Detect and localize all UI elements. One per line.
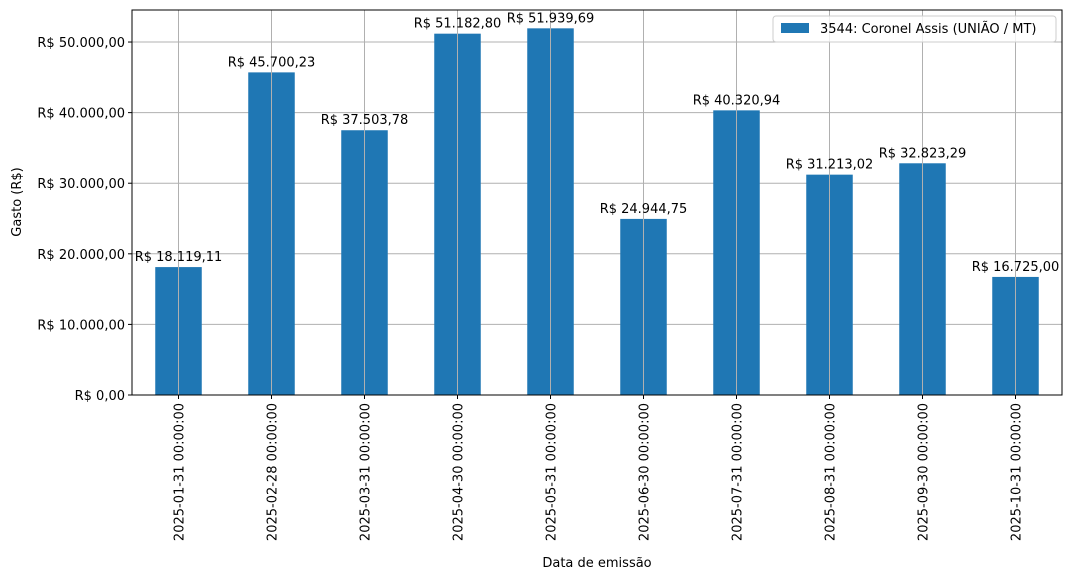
legend: 3544: Coronel Assis (UNIÃO / MT): [772, 15, 1057, 43]
data-label: R$ 51.939,69: [507, 11, 595, 26]
plot-frame: [131, 9, 1063, 396]
x-tick-label: 2025-05-31 00:00:00: [545, 403, 560, 541]
y-tick-label: R$ 20.000,00: [37, 248, 125, 263]
data-label: R$ 31.213,02: [786, 158, 874, 173]
x-tick-label: 2025-04-30 00:00:00: [452, 403, 467, 541]
data-label: R$ 40.320,94: [693, 93, 781, 108]
x-axis-label: Data de emissão: [542, 556, 651, 571]
legend-swatch: [781, 23, 809, 33]
x-tick-label: 2025-10-31 00:00:00: [1010, 403, 1025, 541]
data-labels: R$ 18.119,11 R$ 45.700,23 R$ 37.503,78 R$ 5…: [135, 11, 1060, 275]
x-tick-label: 2025-03-31 00:00:00: [359, 403, 374, 541]
data-label: R$ 24.944,75: [600, 202, 688, 217]
x-tick-label: 2025-01-31 00:00:00: [173, 403, 188, 541]
y-axis-label: Gasto (R$): [10, 167, 25, 236]
y-tick-label: R$ 0,00: [75, 389, 125, 404]
y-tick-label: R$ 10.000,00: [37, 318, 125, 333]
bars: [155, 10, 1039, 396]
x-tick-label: 2025-06-30 00:00:00: [638, 403, 653, 541]
x-tick-label: 2025-08-31 00:00:00: [824, 403, 839, 541]
y-tick-label: R$ 50.000,00: [37, 36, 125, 51]
y-tick-label: R$ 40.000,00: [37, 107, 125, 122]
data-label: R$ 51.182,80: [414, 17, 502, 32]
x-tick-label: 2025-02-28 00:00:00: [266, 403, 281, 541]
legend-label: 3544: Coronel Assis (UNIÃO / MT): [820, 21, 1037, 37]
x-axis: 2025-01-31 00:00:00 2025-02-28 00:00:00 20…: [173, 395, 1025, 541]
x-tick-label: 2025-09-30 00:00:00: [917, 403, 932, 541]
data-label: R$ 37.503,78: [321, 113, 409, 128]
data-label: R$ 32.823,29: [879, 146, 967, 161]
data-label: R$ 16.725,00: [972, 260, 1060, 275]
data-label: R$ 45.700,23: [228, 55, 316, 70]
y-tick-label: R$ 30.000,00: [37, 177, 125, 192]
legend-box: [772, 15, 1057, 43]
x-tick-label: 2025-07-31 00:00:00: [731, 403, 746, 541]
data-label: R$ 18.119,11: [135, 250, 223, 265]
y-axis: R$ 0,00 R$ 10.000,00 R$ 20.000,00 R$ 30.000…: [37, 36, 132, 404]
